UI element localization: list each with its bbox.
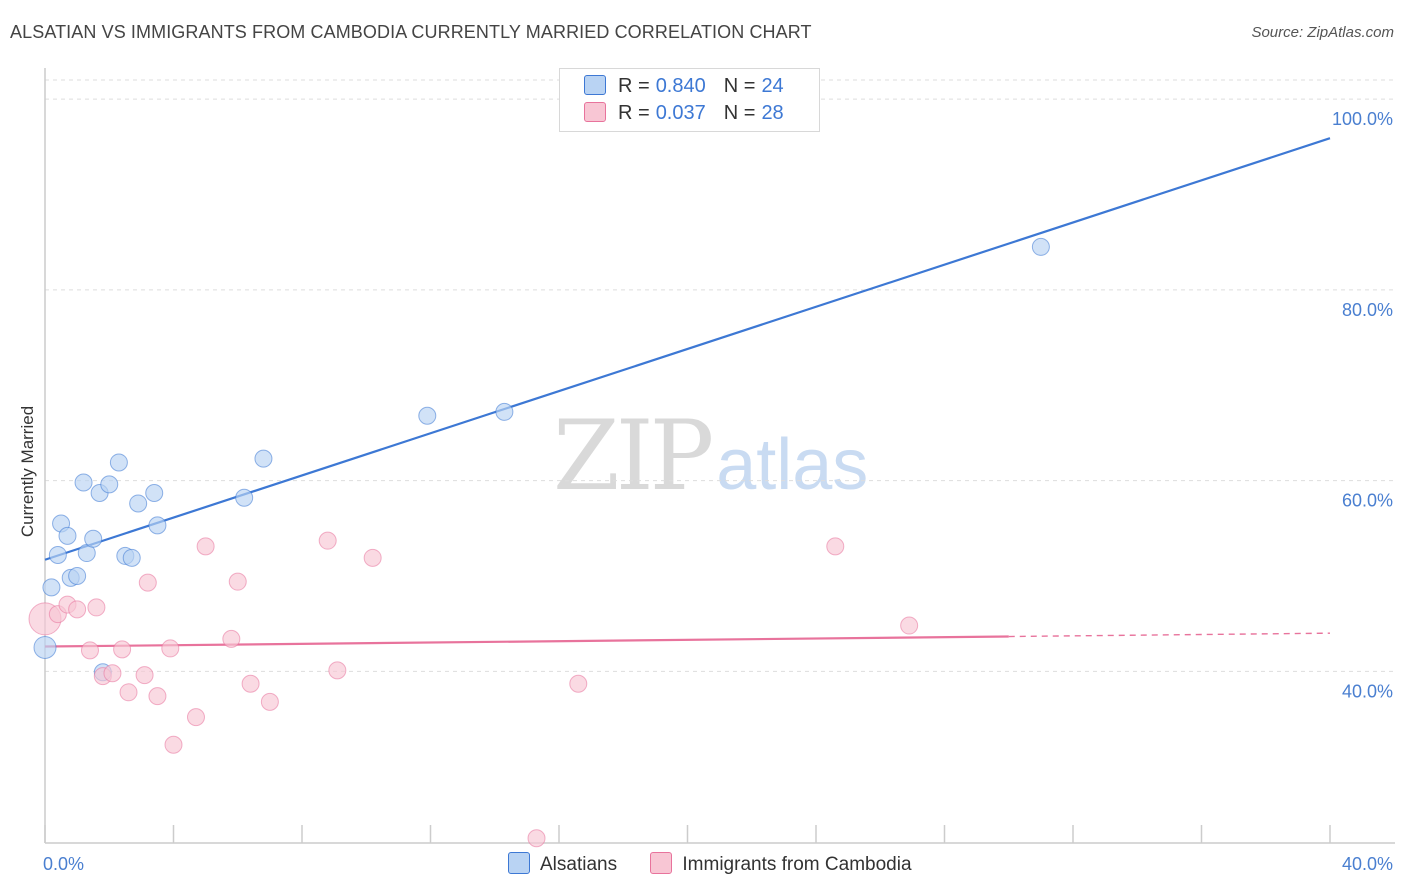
- watermark-atlas: atlas: [716, 425, 869, 505]
- cambodia-point: [527, 829, 546, 848]
- alsatian-point: [100, 475, 119, 494]
- alsatian-point: [148, 516, 167, 535]
- legend-r-value: 0.037: [655, 102, 706, 124]
- legend-swatch-pink: [650, 852, 673, 874]
- cambodia-point: [161, 639, 180, 658]
- cambodia-point: [260, 692, 279, 711]
- legend-swatch-blue: [508, 852, 530, 874]
- stats-legend: R = 0.840 N = 24 R = 0.037 N = 28: [559, 68, 820, 132]
- legend-r-value: 0.840: [655, 75, 706, 97]
- series-legend: Alsatians Immigrants from Cambodia: [508, 852, 940, 876]
- chart-title: ALSATIAN VS IMMIGRANTS FROM CAMBODIA CUR…: [10, 22, 812, 42]
- y-tick-label: 100.0%: [1332, 109, 1393, 129]
- trendline-alsatians: [44, 137, 1331, 561]
- alsatian-point: [84, 529, 103, 548]
- cambodia-point: [328, 661, 347, 680]
- legend-label-alsatians: Alsatians: [540, 854, 618, 875]
- cambodia-point: [569, 674, 588, 693]
- legend-n-label: N =: [723, 75, 756, 97]
- cambodia-point: [228, 572, 247, 591]
- x-tick-label: 40.0%: [1342, 854, 1393, 874]
- cambodia-point: [138, 573, 157, 592]
- alsatian-point: [68, 566, 87, 585]
- alsatian-point: [42, 578, 61, 597]
- alsatian-point: [74, 473, 93, 492]
- watermark-zip: ZIP: [553, 400, 714, 512]
- alsatian-point: [254, 449, 273, 468]
- legend-row-cambodia: R = 0.037 N = 28: [584, 102, 784, 126]
- cambodia-point: [103, 664, 122, 683]
- cambodia-point: [196, 537, 215, 556]
- alsatian-point: [109, 453, 128, 472]
- cambodia-point: [186, 708, 205, 727]
- cambodia-point: [222, 629, 241, 648]
- label-layer: 40.0% 60.0% 80.0% 100.0% 0.0% 40.0% Currently …: [18, 109, 1393, 874]
- alsatian-point: [145, 483, 164, 502]
- series-points-cambodia: [28, 531, 919, 848]
- legend-r-label: R =: [618, 75, 650, 97]
- cambodia-point: [318, 531, 337, 550]
- cambodia-point: [87, 598, 106, 617]
- y-tick-label: 60.0%: [1342, 491, 1393, 511]
- cambodia-point: [826, 537, 845, 556]
- alsatian-point: [122, 548, 141, 567]
- cambodia-point: [148, 687, 167, 706]
- point-layer: [28, 237, 1050, 848]
- y-tick-label: 40.0%: [1342, 681, 1393, 701]
- alsatian-point: [48, 545, 67, 564]
- y-tick-label: 80.0%: [1342, 300, 1393, 320]
- alsatian-point: [495, 402, 514, 421]
- trend-layer: [44, 137, 1331, 648]
- legend-n-label: N =: [723, 102, 756, 124]
- alsatian-point: [418, 406, 437, 425]
- cambodia-point: [164, 735, 183, 754]
- cambodia-point: [900, 616, 919, 635]
- x-tick-label: 0.0%: [43, 854, 84, 874]
- cambodia-point: [80, 641, 99, 660]
- cambodia-point: [241, 674, 260, 693]
- grid-layer: [45, 79, 1395, 672]
- cambodia-point: [68, 600, 87, 619]
- alsatian-point: [33, 635, 57, 659]
- series-points-alsatians: [33, 237, 1050, 682]
- legend-swatch-pink: [584, 102, 606, 122]
- alsatian-point: [129, 494, 148, 513]
- legend-r-label: R =: [618, 102, 650, 124]
- legend-n-value: 24: [761, 75, 784, 97]
- source-label: Source: ZipAtlas.com: [1251, 24, 1394, 41]
- watermark: ZIPatlas: [553, 400, 868, 512]
- cambodia-point: [135, 666, 154, 685]
- trendline-cambodia: [44, 635, 1009, 648]
- trendline-cambodia-extrapolated: [1008, 632, 1331, 638]
- legend-label-cambodia: Immigrants from Cambodia: [682, 854, 912, 875]
- legend-row-alsatians: R = 0.840 N = 24: [584, 75, 784, 99]
- cambodia-point: [113, 640, 132, 659]
- axis-layer: [44, 68, 1395, 844]
- alsatian-point: [235, 488, 254, 507]
- alsatian-point: [1031, 237, 1050, 256]
- y-axis-title: Currently Married: [18, 406, 37, 537]
- legend-item-alsatians[interactable]: Alsatians: [508, 852, 617, 876]
- cambodia-point: [119, 683, 138, 702]
- legend-n-value: 28: [761, 102, 784, 124]
- alsatian-point: [58, 526, 77, 545]
- cambodia-point: [363, 548, 382, 567]
- legend-swatch-blue: [584, 75, 606, 95]
- legend-item-cambodia[interactable]: Immigrants from Cambodia: [650, 852, 912, 876]
